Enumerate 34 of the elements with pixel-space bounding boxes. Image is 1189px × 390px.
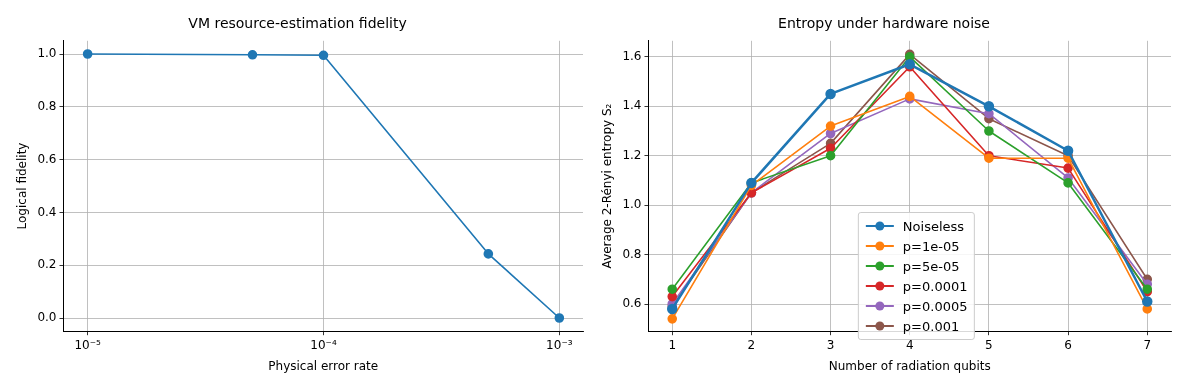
legend-label: p=0.001 <box>902 318 960 334</box>
legend-label: p=0.0005 <box>902 298 968 314</box>
legend-label: p=0.0001 <box>902 278 968 294</box>
x-axis-title: Physical error rate <box>268 358 379 373</box>
y-tick-label: 1.0 <box>37 46 57 61</box>
x-tick-label: 10⁻³ <box>546 337 573 352</box>
y-tick-label: 0.6 <box>37 151 57 166</box>
chart-title: Entropy under hardware noise <box>778 15 990 32</box>
y-tick-label: 0.6 <box>622 296 642 311</box>
x-tick-label: 1 <box>668 337 677 352</box>
x-tick-label: 2 <box>747 337 756 352</box>
y-tick-label: 1.6 <box>622 48 642 63</box>
x-axis-title: Number of radiation qubits <box>828 358 991 373</box>
x-tick-label: 6 <box>1064 337 1072 352</box>
x-tick-label: 10⁻⁴ <box>310 337 337 352</box>
x-tick-label: 4 <box>905 337 914 352</box>
y-axis-title: Logical fidelity <box>15 142 30 230</box>
y-tick-label: 0.2 <box>37 257 57 272</box>
x-tick-label: 7 <box>1143 337 1152 352</box>
legend-label: p=5e-05 <box>902 258 960 274</box>
chart-title: VM resource-estimation fidelity <box>188 15 407 32</box>
x-tick-label: 3 <box>826 337 835 352</box>
legend-label: p=1e-05 <box>902 238 960 254</box>
legend-label: Noiseless <box>902 218 965 234</box>
y-tick-label: 0.4 <box>37 204 57 219</box>
y-tick-label: 1.2 <box>622 147 642 162</box>
y-axis-title: Average 2-Rényi entropy S₂ <box>600 103 615 269</box>
x-tick-label: 10⁻⁵ <box>74 337 102 352</box>
y-tick-label: 1.0 <box>622 197 642 212</box>
y-tick-label: 0.0 <box>37 310 57 325</box>
x-tick-label: 5 <box>985 337 993 352</box>
y-tick-label: 1.4 <box>622 98 642 113</box>
y-tick-label: 0.8 <box>622 246 642 261</box>
y-tick-label: 0.8 <box>37 98 57 113</box>
